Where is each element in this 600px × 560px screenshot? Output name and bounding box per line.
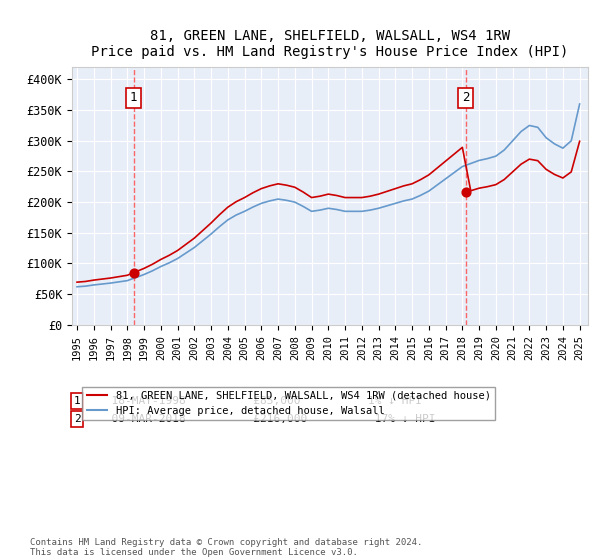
- Text: 18-MAY-1998          £85,000          1% ↓ HPI: 18-MAY-1998 £85,000 1% ↓ HPI: [98, 396, 422, 406]
- Text: 09-MAR-2018          £216,000          17% ↓ HPI: 09-MAR-2018 £216,000 17% ↓ HPI: [98, 414, 436, 424]
- Text: 2: 2: [462, 91, 469, 104]
- Point: [129, 268, 139, 277]
- Text: 2: 2: [74, 414, 80, 424]
- Text: 1: 1: [130, 91, 137, 104]
- Point: [461, 188, 470, 197]
- Text: Contains HM Land Registry data © Crown copyright and database right 2024.
This d: Contains HM Land Registry data © Crown c…: [30, 538, 422, 557]
- Legend: 81, GREEN LANE, SHELFIELD, WALSALL, WS4 1RW (detached house), HPI: Average price: 81, GREEN LANE, SHELFIELD, WALSALL, WS4 …: [82, 387, 495, 420]
- Title: 81, GREEN LANE, SHELFIELD, WALSALL, WS4 1RW
Price paid vs. HM Land Registry's Ho: 81, GREEN LANE, SHELFIELD, WALSALL, WS4 …: [91, 29, 569, 59]
- Text: 1: 1: [74, 396, 80, 406]
